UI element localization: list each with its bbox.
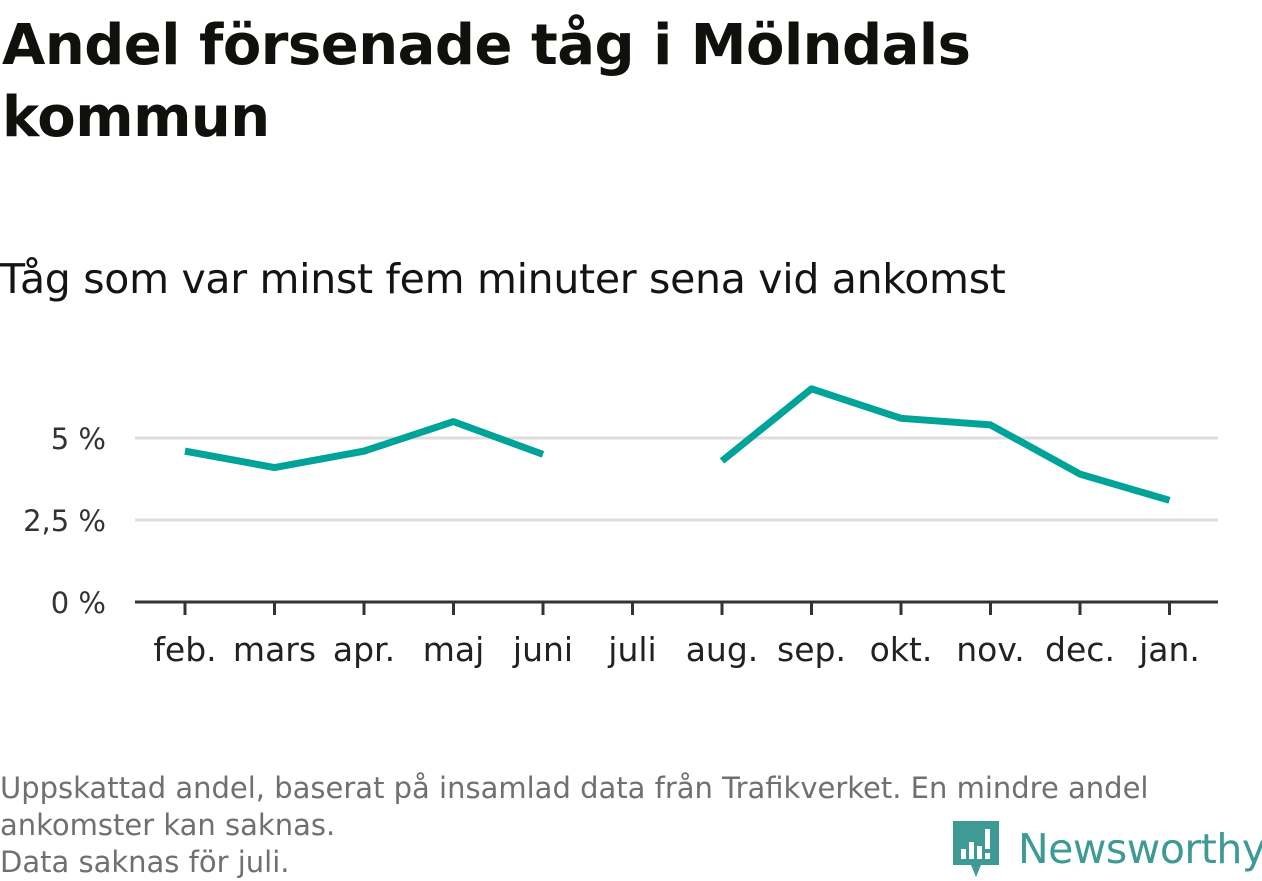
x-tick-label: nov.	[956, 630, 1025, 669]
x-tick-label: feb.	[153, 630, 216, 669]
x-tick-label: apr.	[333, 630, 395, 669]
brand-name: Newsworthy	[1018, 825, 1262, 873]
y-tick-label: 5 %	[51, 422, 106, 456]
x-tick-label: sep.	[777, 630, 846, 669]
chart-title: Andel försenade tåg i Mölndals kommun	[2, 13, 971, 150]
footnote-line-2: ankomster kan saknas.	[0, 808, 336, 842]
y-tick-label: 2,5 %	[23, 504, 106, 538]
newsworthy-logo-icon	[953, 821, 999, 877]
series-lines	[184, 385, 1171, 504]
gridlines	[135, 436, 1218, 522]
x-axis	[135, 600, 1218, 615]
x-tick-label: jan.	[1138, 630, 1200, 669]
y-tick-label: 0 %	[51, 586, 106, 620]
footnote-line-1: Uppskattad andel, baserat på insamlad da…	[0, 771, 1149, 805]
series-line-segment	[719, 385, 1171, 504]
x-tick-label: dec.	[1045, 630, 1115, 669]
footnote: Uppskattad andel, baserat på insamlad da…	[0, 770, 1250, 881]
x-tick-label: mars	[233, 630, 316, 669]
x-tick-label: okt.	[870, 630, 933, 669]
series-line-segment	[184, 418, 545, 472]
y-axis-tick-labels: 0 % 2,5 % 5 %	[23, 422, 106, 620]
x-tick-label: juli	[607, 630, 656, 669]
x-tick-label: maj	[423, 630, 485, 669]
brand: Newsworthy	[950, 818, 1262, 880]
chart-subtitle: Tåg som var minst fem minuter sena vid a…	[0, 255, 1006, 303]
footnote-line-3: Data saknas för juli.	[0, 845, 290, 879]
x-tick-label: aug.	[686, 630, 759, 669]
x-tick-label: juni	[512, 630, 573, 669]
x-axis-tick-labels: feb. mars apr. maj juni juli aug. sep. okt. nov. d…	[153, 630, 1200, 669]
